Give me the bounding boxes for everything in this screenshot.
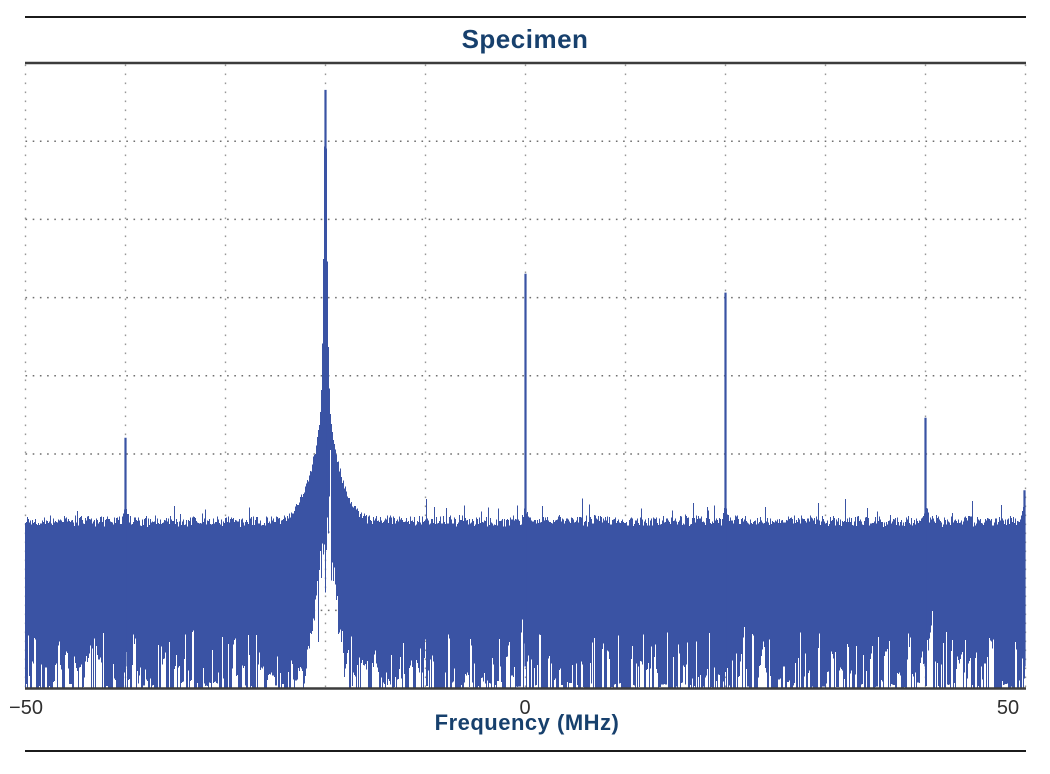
chart-title: Specimen <box>461 24 589 54</box>
x-tick-neg50: −50 <box>9 697 43 719</box>
x-tick-zero: 0 <box>519 697 531 719</box>
x-axis-label: Frequency (MHz) <box>434 710 620 735</box>
bottom-rule <box>25 750 1026 752</box>
x-tick-pos50: 50 <box>996 697 1020 719</box>
top-rule <box>25 16 1026 18</box>
